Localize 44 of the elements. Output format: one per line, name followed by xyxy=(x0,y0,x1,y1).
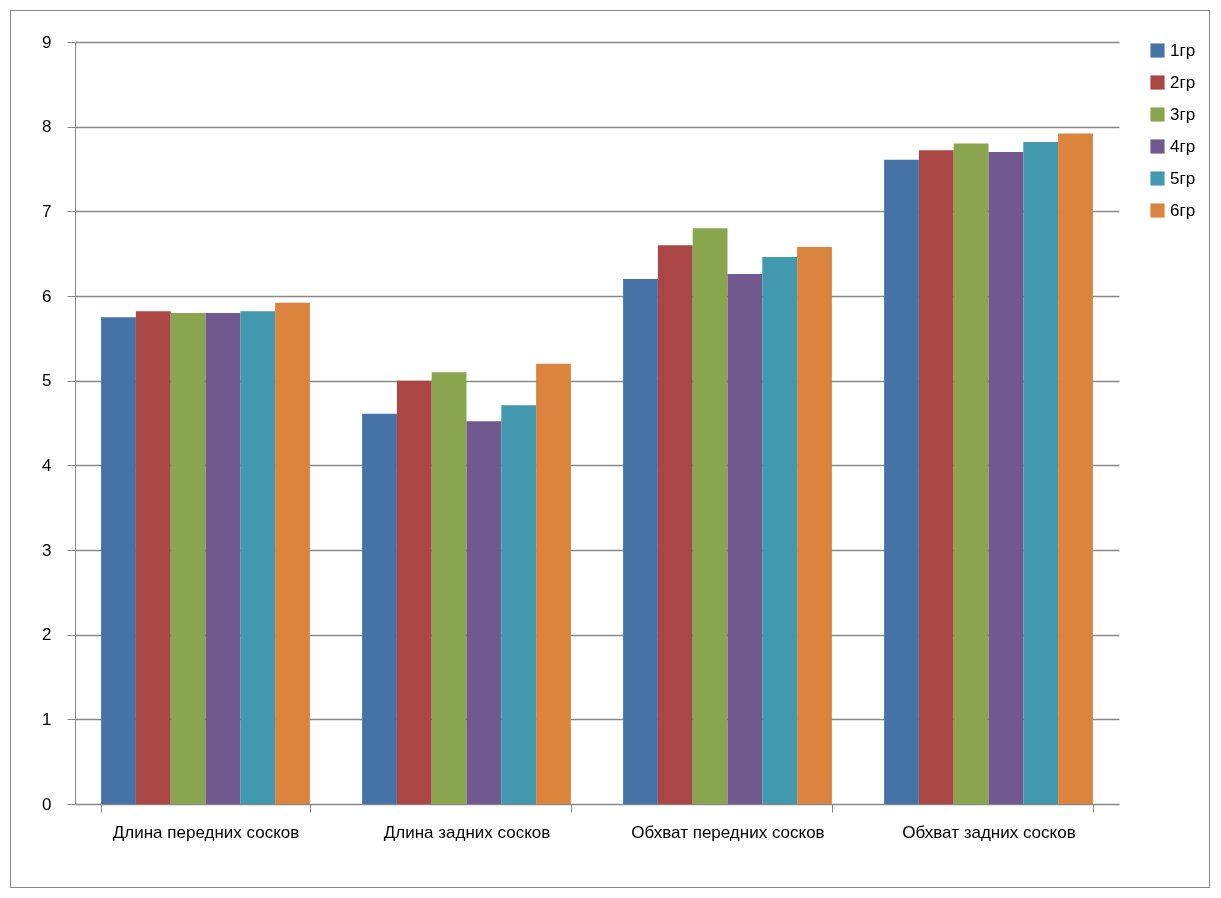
y-tick-label: 7 xyxy=(42,201,52,221)
x-tick-label: Обхват задних сосков xyxy=(902,822,1076,842)
x-tick-label: Длина задних сосков xyxy=(383,822,551,842)
bar xyxy=(884,159,919,804)
y-tick-label: 0 xyxy=(42,794,52,814)
y-tick-label: 3 xyxy=(42,540,52,560)
bar xyxy=(170,312,206,804)
bar xyxy=(205,312,241,804)
bar xyxy=(466,421,502,804)
bar xyxy=(623,279,658,804)
bar xyxy=(727,273,763,804)
y-tick-label: 2 xyxy=(42,625,52,645)
bar xyxy=(536,363,571,804)
bar xyxy=(501,405,537,804)
y-tick-label: 5 xyxy=(42,371,52,391)
bar xyxy=(1023,141,1059,804)
bar xyxy=(953,143,989,804)
bar xyxy=(918,150,954,804)
bar xyxy=(692,228,728,804)
bar xyxy=(797,246,832,804)
bar xyxy=(431,372,467,804)
bar xyxy=(275,302,310,804)
bar xyxy=(240,311,276,804)
legend-label: 5гр xyxy=(1170,168,1196,188)
bar xyxy=(396,380,432,804)
legend-label: 1гр xyxy=(1170,40,1196,60)
bar xyxy=(988,152,1024,804)
bar xyxy=(135,311,171,804)
y-tick-label: 4 xyxy=(42,455,52,475)
legend-label: 3гр xyxy=(1170,104,1196,124)
bar xyxy=(101,317,136,804)
y-tick-label: 8 xyxy=(42,117,52,137)
bar xyxy=(657,245,693,804)
legend-label: 6гр xyxy=(1170,200,1196,220)
bar xyxy=(362,413,397,804)
legend-label: 4гр xyxy=(1170,136,1196,156)
x-tick-label: Длина передних сосков xyxy=(112,822,300,842)
y-tick-label: 9 xyxy=(42,32,52,52)
bar xyxy=(762,257,798,804)
bar xyxy=(1058,133,1093,804)
legend-label: 2гр xyxy=(1170,72,1196,92)
y-tick-label: 6 xyxy=(42,286,52,306)
x-tick-label: Обхват передних сосков xyxy=(631,822,825,842)
y-tick-label: 1 xyxy=(42,709,52,729)
